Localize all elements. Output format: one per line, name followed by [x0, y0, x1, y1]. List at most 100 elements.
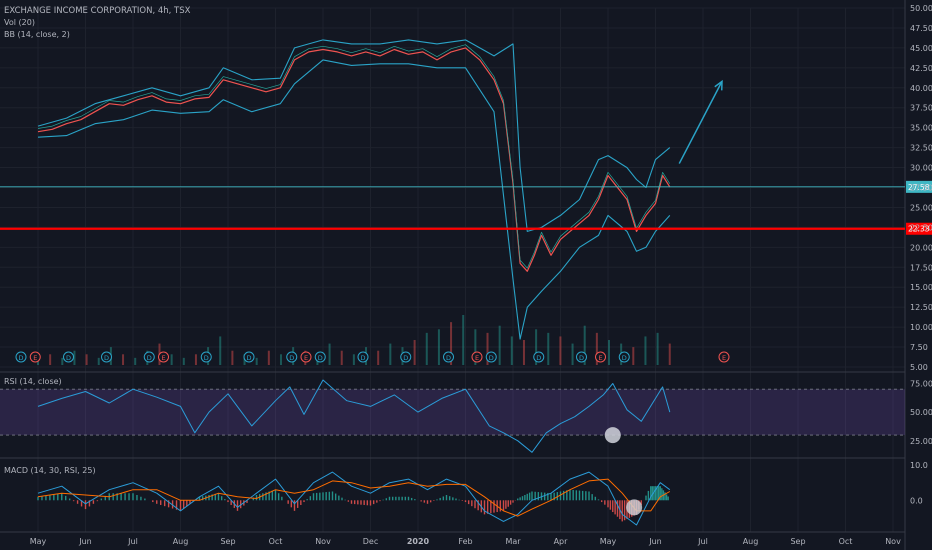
volume-bar	[583, 325, 586, 365]
dividend-marker-label: D	[446, 354, 451, 362]
earnings-marker-label: E	[722, 354, 726, 362]
trend-arrow	[678, 81, 723, 164]
volume-bar	[474, 329, 477, 365]
volume-bar	[595, 332, 598, 365]
time-axis-label: Feb	[458, 537, 472, 546]
volume-bar	[535, 329, 538, 365]
price-axis-label: 30.00	[910, 164, 932, 173]
price-axis-label: 25.00	[910, 203, 932, 212]
volume-bar	[231, 350, 234, 365]
volume-bar	[352, 354, 355, 365]
time-axis-label: Jun	[78, 537, 92, 546]
dividend-marker-label: D	[246, 354, 251, 362]
bollinger-legend: BB (14, close, 2)	[4, 30, 70, 39]
price-axis-label: 7.50	[910, 343, 928, 352]
dividend-marker	[243, 351, 255, 363]
volume-bar	[267, 350, 270, 365]
volume-bar	[450, 322, 453, 365]
rsi-highlight-marker	[604, 427, 621, 444]
dividend-marker	[314, 351, 326, 363]
price-axis-label: 20.00	[910, 243, 932, 252]
time-axis-label: Jul	[697, 537, 708, 546]
chart-title: EXCHANGE INCOME CORPORATION, 4h, TSX	[4, 6, 191, 16]
dividend-marker-label: D	[289, 354, 294, 362]
earnings-marker	[718, 351, 730, 363]
price-axis-label: 47.50	[910, 24, 932, 33]
volume-bar	[279, 354, 282, 365]
price-axis-label: 17.50	[910, 263, 932, 272]
volume-bar	[644, 336, 647, 365]
price-axis-label: 42.50	[910, 64, 932, 73]
volume-bar	[389, 343, 392, 365]
time-axis-label: Nov	[885, 537, 901, 546]
bollinger-lower-band	[37, 59, 671, 340]
volume-bar	[425, 332, 428, 365]
volume-bar	[340, 350, 343, 365]
price-axis-label: 45.00	[910, 44, 932, 53]
dividend-marker	[618, 351, 630, 363]
dividend-marker	[286, 351, 298, 363]
bollinger-upper-band	[37, 39, 671, 232]
dividend-marker-label: D	[579, 354, 584, 362]
volume-bar	[219, 336, 222, 365]
time-axis-label: Oct	[269, 537, 283, 546]
volume-bar	[498, 325, 501, 365]
dividend-marker	[533, 351, 545, 363]
volume-bar	[437, 329, 440, 365]
dividend-marker-label: D	[536, 354, 541, 362]
volume-bar	[255, 357, 258, 365]
time-axis-label: 2020	[407, 537, 430, 546]
dividend-marker-label: D	[147, 354, 152, 362]
earnings-marker	[471, 351, 483, 363]
price-axis-label: 10.00	[910, 323, 932, 332]
earnings-marker	[300, 351, 312, 363]
earnings-marker	[158, 351, 169, 363]
dividend-marker	[357, 351, 369, 363]
time-axis-label: Jun	[648, 537, 662, 546]
dividend-marker	[15, 351, 27, 363]
rsi-band	[0, 389, 905, 436]
volume-bar	[182, 357, 185, 365]
price-axis-label: 40.00	[910, 84, 932, 93]
time-axis-label: Apr	[554, 537, 569, 546]
dividend-marker	[443, 351, 454, 363]
support-price-label: 22.33	[908, 225, 930, 234]
price-axis-label: 15.00	[910, 283, 932, 292]
dividend-marker-label: D	[489, 354, 494, 362]
macd-axis-label: 0.0	[910, 496, 923, 505]
dividend-marker	[101, 351, 112, 363]
dividend-marker	[200, 351, 212, 363]
volume-bar	[559, 336, 562, 365]
dividend-marker-label: D	[104, 354, 109, 362]
rsi-axis-label: 50.00	[910, 408, 932, 417]
volume-bar	[85, 354, 88, 365]
dividend-marker	[143, 351, 155, 363]
volume-bar	[49, 354, 52, 365]
volume-bar	[73, 350, 76, 365]
macd-axis-label: 10.0	[910, 461, 928, 470]
volume-bar	[656, 332, 659, 365]
vertical-grid	[37, 8, 894, 532]
price-axis-label: 35.00	[910, 124, 932, 133]
price-line-highs	[37, 44, 671, 269]
time-axis-label: Oct	[839, 537, 853, 546]
earnings-marker-label: E	[304, 354, 308, 362]
volume-bar	[194, 354, 197, 365]
volume-bar	[377, 350, 380, 365]
earnings-marker-label: E	[161, 354, 165, 362]
earnings-marker-label: E	[598, 354, 602, 362]
volume-bar	[547, 332, 550, 365]
support-price-tag	[906, 222, 932, 235]
dividend-marker-label: D	[360, 354, 365, 362]
earnings-marker	[29, 351, 41, 363]
rsi-legend: RSI (14, close)	[4, 377, 62, 386]
macd-line	[37, 471, 671, 526]
volume-bar	[522, 340, 525, 365]
volume-bar	[608, 340, 611, 365]
price-axis-label: 50.00	[910, 4, 932, 13]
time-axis-label: Mar	[505, 537, 521, 546]
volume-bar	[170, 354, 173, 365]
volume-bar	[571, 343, 574, 365]
volume-bar	[462, 315, 465, 365]
